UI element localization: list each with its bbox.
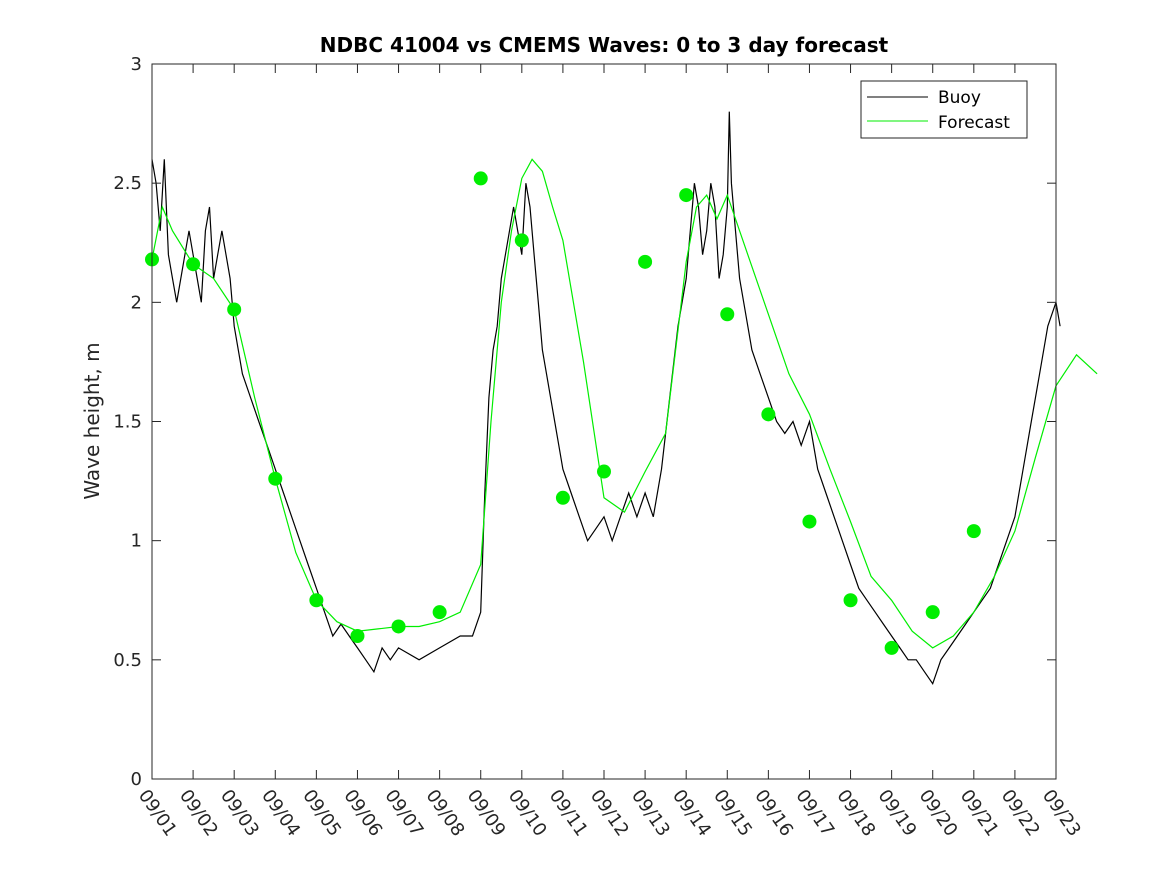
chart-title: NDBC 41004 vs CMEMS Waves: 0 to 3 day fo… (320, 33, 889, 57)
forecast-marker (802, 514, 817, 529)
y-tick-label: 0 (131, 769, 142, 790)
forecast-marker (309, 593, 324, 608)
forecast-marker (555, 490, 570, 505)
forecast-marker (268, 471, 283, 486)
legend-box (860, 80, 1028, 139)
series-line-forecast (151, 158, 1098, 649)
series-line-buoy (151, 111, 1061, 686)
legend: Buoy Forecast (860, 80, 1028, 139)
y-tick-label: 0.5 (113, 650, 142, 671)
forecast-marker (638, 254, 653, 269)
forecast-marker (391, 619, 406, 634)
legend-label-buoy: Buoy (938, 88, 981, 108)
y-axis-label: Wave height, m (80, 342, 104, 499)
plot-area (145, 63, 1098, 780)
series-layer (151, 111, 1098, 686)
forecast-marker (597, 464, 611, 479)
y-tick-label: 1.5 (113, 412, 142, 433)
y-tick-label: 2.5 (113, 173, 142, 194)
forecast-marker (884, 640, 899, 655)
forecast-marker (679, 188, 694, 203)
y-tick-label: 1 (131, 531, 142, 552)
legend-label-forecast: Forecast (938, 113, 1010, 133)
y-tick-label: 3 (131, 54, 142, 75)
forecast-marker (473, 171, 488, 186)
forecast-marker (843, 593, 858, 608)
axes-background (152, 64, 1056, 779)
y-axis: 0 0.5 1 1.5 2 2.5 3 (113, 54, 1056, 790)
forecast-marker (350, 629, 365, 643)
forecast-marker (925, 605, 940, 620)
forecast-marker (432, 605, 447, 620)
forecast-marker (761, 407, 776, 422)
forecast-marker (514, 233, 529, 248)
forecast-marker (966, 524, 981, 539)
forecast-marker (186, 257, 201, 272)
forecast-marker (720, 307, 735, 322)
y-tick-label: 2 (131, 292, 142, 313)
forecast-marker (227, 302, 242, 317)
